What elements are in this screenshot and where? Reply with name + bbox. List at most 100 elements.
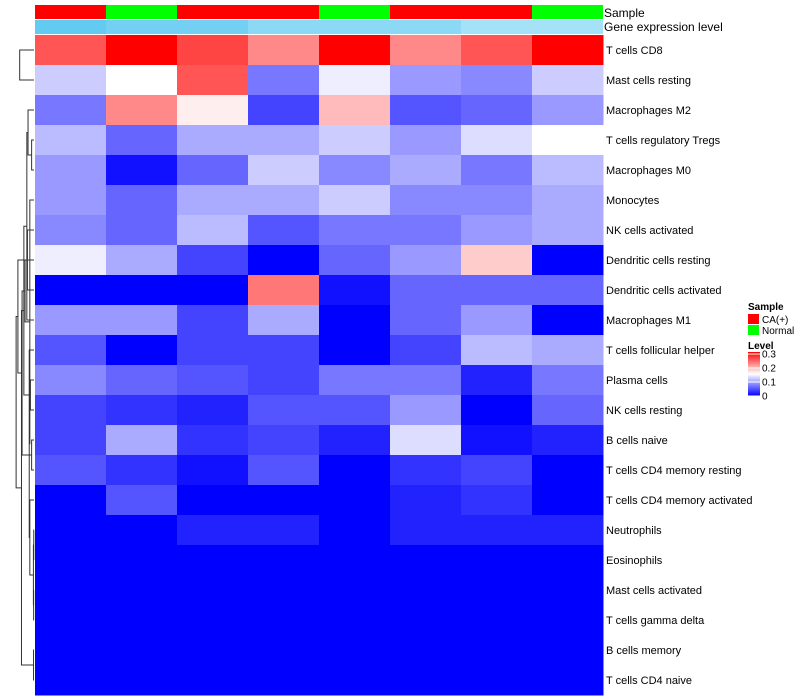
dendrogram-branch — [19, 49, 34, 81]
heatmap-cell — [106, 65, 178, 96]
heatmap-cell — [35, 395, 107, 426]
heatmap-cell — [35, 155, 107, 186]
heatmap-cell — [532, 395, 604, 426]
heatmap-cell — [390, 365, 462, 396]
heatmap-cell — [35, 605, 107, 636]
heatmap-cell — [319, 125, 391, 156]
heatmap-cell — [35, 365, 107, 396]
heatmap-cell — [177, 275, 249, 306]
dendrogram-branch — [27, 109, 34, 156]
heatmap-cell — [390, 125, 462, 156]
expression-annotation-cell — [248, 20, 319, 34]
heatmap-cell — [532, 575, 604, 606]
heatmap-cell — [532, 515, 604, 546]
sample-annotation-cell — [319, 5, 390, 19]
heatmap-cell — [461, 545, 533, 576]
heatmap-cell — [390, 485, 462, 516]
heatmap-cell — [319, 665, 391, 696]
heatmap-cell — [177, 545, 249, 576]
row-label: T cells CD4 memory activated — [606, 495, 753, 507]
heatmap-cell — [106, 35, 178, 66]
row-label: Eosinophils — [606, 555, 663, 567]
heatmap-cell — [390, 95, 462, 126]
dendrogram-branch — [26, 132, 34, 321]
heatmap-cell — [177, 635, 249, 666]
heatmap-cell — [106, 425, 178, 456]
heatmap-cell — [106, 245, 178, 276]
heatmap-cell — [319, 275, 391, 306]
gene-expression-annotation-label: Gene expression level — [604, 20, 723, 34]
heatmap-cell — [177, 95, 249, 126]
heatmap-cell — [532, 485, 604, 516]
heatmap-cell — [106, 395, 178, 426]
heatmap-cell — [461, 485, 533, 516]
heatmap-cell — [319, 575, 391, 606]
sample-annotation-cell — [248, 5, 319, 19]
expression-annotation-cell — [177, 20, 248, 34]
heatmap-cell — [390, 335, 462, 366]
heatmap-cell — [390, 665, 462, 696]
heatmap-cell — [461, 455, 533, 486]
heatmap-cell — [461, 575, 533, 606]
expression-annotation-cell — [461, 20, 532, 34]
heatmap-cell — [319, 365, 391, 396]
row-label: NK cells activated — [606, 225, 693, 237]
heatmap-cell — [177, 485, 249, 516]
heatmap-cell — [177, 155, 249, 186]
heatmap-cell — [390, 65, 462, 96]
heatmap-cell — [532, 455, 604, 486]
heatmap-cell — [461, 635, 533, 666]
sample-annotation-cell — [461, 5, 532, 19]
heatmap-cell — [177, 515, 249, 546]
heatmap-cell — [177, 65, 249, 96]
row-label: T cells CD4 memory resting — [606, 465, 742, 477]
heatmap-cell — [461, 365, 533, 396]
heatmap-cell — [106, 635, 178, 666]
level-legend-title: Level — [748, 341, 774, 352]
legend: Sample CA(+)Normal Level 0.3 0.2 0.1 0 — [748, 302, 794, 403]
heatmap-cell — [35, 185, 107, 216]
heatmap-cell — [106, 605, 178, 636]
row-label: Mast cells resting — [606, 75, 691, 87]
heatmap-cell — [319, 95, 391, 126]
heatmap-cell — [319, 215, 391, 246]
heatmap-cell — [177, 305, 249, 336]
row-dendrogram — [15, 49, 35, 681]
heatmap-cell — [177, 575, 249, 606]
heatmap-cell — [319, 245, 391, 276]
heatmap-cell — [532, 365, 604, 396]
heatmap-cell — [319, 545, 391, 576]
heatmap-cell — [319, 155, 391, 186]
dendrogram-branch — [31, 139, 34, 171]
sample-annotation-cell — [390, 5, 461, 19]
heatmap-cell — [248, 515, 320, 546]
heatmap-cell — [177, 455, 249, 486]
heatmap-cell — [248, 365, 320, 396]
heatmap-cell — [390, 275, 462, 306]
dendrogram-branch — [31, 439, 34, 471]
heatmap-cell — [106, 155, 178, 186]
heatmap-cell — [532, 125, 604, 156]
heatmap-cell — [248, 185, 320, 216]
heatmap-cell — [319, 35, 391, 66]
heatmap-cell — [35, 455, 107, 486]
heatmap-cell — [106, 575, 178, 606]
heatmap-cell — [35, 665, 107, 696]
heatmap-cell — [532, 545, 604, 576]
expression-annotation-cell — [35, 20, 106, 34]
heatmap-cell — [461, 215, 533, 246]
heatmap-cell — [35, 485, 107, 516]
row-label: Dendritic cells activated — [606, 285, 722, 297]
row-label: T cells CD4 naive — [606, 675, 692, 687]
level-tick-label: 0 — [762, 392, 768, 403]
heatmap-cell — [390, 35, 462, 66]
row-label: Neutrophils — [606, 525, 662, 537]
heatmap-cell — [319, 425, 391, 456]
heatmap-cell — [461, 515, 533, 546]
heatmap-cell — [35, 125, 107, 156]
heatmap-cell — [532, 65, 604, 96]
heatmap-cell — [248, 305, 320, 336]
heatmap-cell — [532, 185, 604, 216]
heatmap-cell — [319, 605, 391, 636]
